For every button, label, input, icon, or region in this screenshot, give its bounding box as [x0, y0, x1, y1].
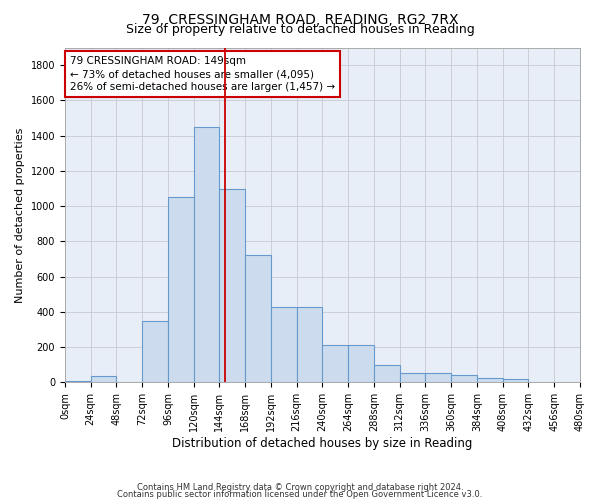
Text: Contains public sector information licensed under the Open Government Licence v3: Contains public sector information licen…: [118, 490, 482, 499]
X-axis label: Distribution of detached houses by size in Reading: Distribution of detached houses by size …: [172, 437, 473, 450]
Bar: [374, 365, 400, 382]
Bar: [322, 344, 348, 383]
Bar: [451, 374, 477, 382]
Bar: [348, 344, 374, 383]
Text: 79, CRESSINGHAM ROAD, READING, RG2 7RX: 79, CRESSINGHAM ROAD, READING, RG2 7RX: [142, 12, 458, 26]
Bar: [220, 190, 245, 382]
Bar: [296, 306, 322, 382]
Bar: [65, 380, 91, 382]
Bar: [245, 254, 271, 382]
Bar: [400, 373, 425, 382]
Bar: [91, 376, 116, 382]
Bar: [425, 373, 451, 382]
Text: Size of property relative to detached houses in Reading: Size of property relative to detached ho…: [125, 22, 475, 36]
Text: 79 CRESSINGHAM ROAD: 149sqm
← 73% of detached houses are smaller (4,095)
26% of : 79 CRESSINGHAM ROAD: 149sqm ← 73% of det…: [70, 56, 335, 92]
Bar: [503, 379, 529, 382]
Bar: [477, 378, 503, 382]
Y-axis label: Number of detached properties: Number of detached properties: [15, 128, 25, 302]
Text: Contains HM Land Registry data © Crown copyright and database right 2024.: Contains HM Land Registry data © Crown c…: [137, 484, 463, 492]
Bar: [194, 127, 220, 382]
Bar: [168, 198, 194, 382]
Bar: [142, 321, 168, 382]
Bar: [271, 306, 296, 382]
